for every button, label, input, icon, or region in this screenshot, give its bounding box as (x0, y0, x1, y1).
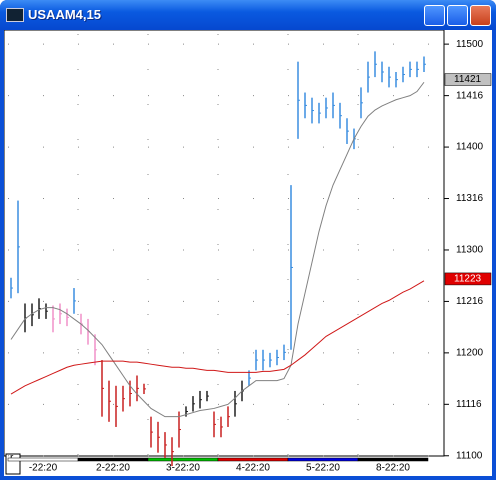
y-tick-label: 11116 (456, 399, 482, 410)
minimize-button[interactable] (424, 5, 445, 26)
x-segment (217, 457, 289, 462)
x-tick-label: 3-22:20 (166, 463, 200, 474)
x-tick-label: 8-22:20 (376, 463, 410, 474)
price-marker (444, 272, 492, 286)
y-tick-label: 11200 (456, 348, 484, 359)
y-tick-label: 11400 (456, 142, 484, 153)
price-marker-label: 11223 (454, 274, 482, 285)
chart: r 11500114161140011316113001121611200111… (4, 30, 492, 476)
close-button[interactable] (470, 5, 491, 26)
x-segment (77, 457, 149, 462)
x-tick-label: -22:20 (29, 463, 58, 474)
x-segment (7, 457, 79, 462)
app-icon (6, 8, 24, 22)
plot-frame (4, 30, 445, 457)
y-tick-label: 11300 (456, 245, 484, 256)
moving-average (10, 81, 425, 418)
y-tick-label: 11100 (456, 450, 483, 461)
window-title: USAAM4,15 (28, 7, 101, 22)
title-bar: USAAM4,15 (0, 0, 496, 30)
y-tick-label: 11316 (456, 193, 484, 204)
y-tick-label: 11416 (456, 90, 484, 101)
x-segment (357, 457, 429, 462)
maximize-button[interactable] (447, 5, 468, 26)
y-tick-label: 11216 (456, 296, 484, 307)
x-segment (287, 457, 359, 462)
x-tick-label: 2-22:20 (96, 463, 130, 474)
moving-average (10, 280, 425, 395)
price-marker (444, 73, 492, 86)
x-tick-label: 5-22:20 (306, 463, 340, 474)
x-segment (147, 457, 219, 462)
y-tick-label: 11500 (456, 39, 484, 50)
price-marker-label: 11421 (454, 74, 482, 85)
x-tick-label: 4-22:20 (236, 463, 270, 474)
